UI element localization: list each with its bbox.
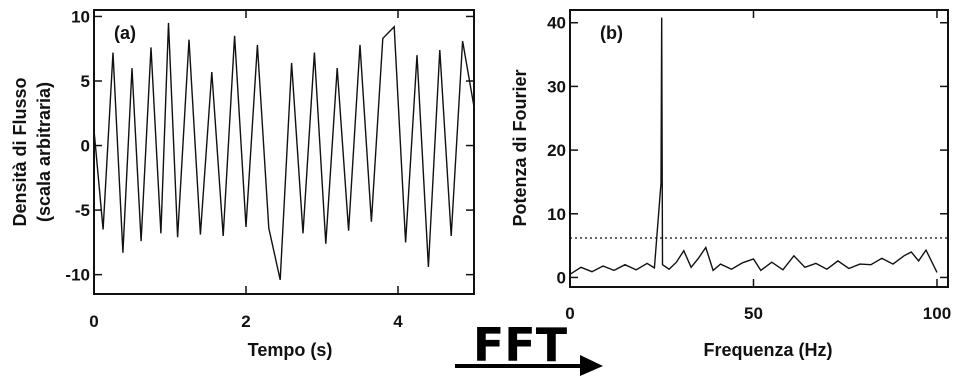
- chart-b-y-tick-label: 30: [547, 77, 566, 96]
- chart-a-x-tick-label: 2: [241, 312, 250, 331]
- chart-a-y-axis-label-line2: (scala arbitraria): [34, 82, 54, 222]
- chart-a-axes: 0 2 4 10 5 0 -5 -10: [65, 7, 474, 331]
- chart-a-y-tick-label: 10: [71, 7, 90, 26]
- chart-b-y-tick-label: 20: [547, 141, 566, 160]
- chart-b-panel-label: (b): [600, 23, 623, 43]
- chart-a: 0 2 4 10 5 0 -5 -10 (a) Tempo (s) Densità di Fl…: [10, 7, 475, 360]
- chart-a-x-tick-label: 0: [89, 312, 98, 331]
- chart-a-series: [93, 22, 475, 280]
- chart-b-x-tick-label: 50: [744, 304, 763, 323]
- fft-arrow: FFT: [455, 318, 603, 376]
- chart-b-series-line: [569, 17, 938, 275]
- chart-b-x-axis-label: Frequenza (Hz): [703, 340, 832, 360]
- chart-a-y-tick-label: -10: [65, 266, 90, 285]
- chart-b-frame: [569, 9, 949, 288]
- chart-a-y-tick-label: 0: [81, 137, 90, 156]
- fft-arrow-label: FFT: [473, 318, 568, 372]
- chart-b-series: [569, 17, 938, 275]
- chart-a-y-tick-label: -5: [75, 201, 90, 220]
- chart-a-panel-label: (a): [114, 23, 136, 43]
- chart-a-y-axis-label-line1: Densità di Flusso: [10, 77, 30, 226]
- chart-b-y-tick-label: 10: [547, 205, 566, 224]
- chart-a-x-tick-label: 4: [393, 312, 403, 331]
- chart-b-y-axis-label: Potenza di Fourier: [510, 69, 530, 226]
- chart-a-y-tick-label: 5: [81, 72, 90, 91]
- chart-a-series-line: [93, 22, 475, 280]
- fft-arrow-head: [580, 355, 603, 376]
- chart-b-y-tick-label: 40: [547, 14, 566, 33]
- chart-a-frame: [93, 9, 475, 295]
- chart-b-x-tick-label: 100: [923, 304, 951, 323]
- chart-a-x-axis-label: Tempo (s): [248, 340, 333, 360]
- chart-b-x-tick-label: 0: [565, 304, 574, 323]
- chart-b-y-tick-label: 0: [557, 268, 566, 287]
